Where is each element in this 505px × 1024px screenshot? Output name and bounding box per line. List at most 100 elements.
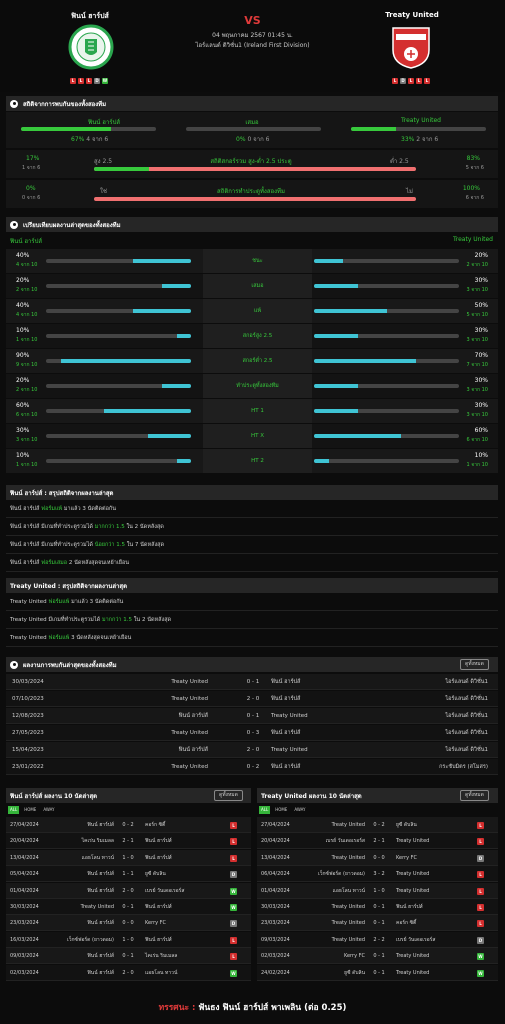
home-team: Treaty United — [80, 904, 114, 910]
h2h-row[interactable]: 30/03/2024 Treaty United 0 - 1 ฟินน์ ฮาร์ปส… — [6, 674, 498, 690]
home-team: Treaty United — [331, 904, 365, 910]
match-row[interactable]: 27/04/2024 Treaty United 0 - 2 ยูซี ดับลิน L — [257, 817, 498, 833]
score: 0 - 2 — [373, 822, 385, 828]
bt-bar — [94, 197, 416, 201]
ou-title: สถิติสกอร์รวม สูง-ต่ำ 2.5 ประตู — [210, 158, 292, 165]
away-win-bar — [351, 127, 486, 131]
match-row[interactable]: 09/03/2024 ฟินน์ ฮาร์ปส์ 0 - 1 ไคเร่น ริมเม… — [6, 948, 251, 965]
right-count: 5 จาก 10 — [466, 312, 489, 318]
match-row[interactable]: 01/04/2024 ฟินน์ ฮาร์ปส์ 2 - 0 เบรย์ วันเดอ… — [6, 882, 251, 899]
right-bar — [314, 459, 459, 463]
tab-all[interactable]: ALL — [259, 806, 271, 814]
left-pct: 30% — [16, 427, 30, 434]
right-bar — [314, 259, 459, 263]
left-pct: 60% — [16, 402, 30, 409]
home-team: ฟินน์ ฮาร์ปส์ — [178, 713, 208, 719]
away-team-name[interactable]: Treaty United — [385, 11, 439, 19]
draw-stat: 0% 0 จาก 6 — [236, 136, 270, 143]
tab-home[interactable]: HOME — [275, 807, 288, 812]
stat-label: HT X — [203, 424, 312, 448]
h2h-stats-header: สถิติจากการพบกันของทั้งสองทีม — [6, 96, 498, 111]
form-badge: D — [400, 78, 406, 84]
h2h-row[interactable]: 23/01/2022 Treaty United 0 - 2 ฟินน์ ฮาร์ปส… — [6, 759, 498, 775]
away-team: Treaty United — [271, 713, 308, 719]
section-title: ผลงานการพบกันล่าสุดของทั้งสองทีม — [23, 661, 117, 669]
away-team: ฟินน์ ฮาร์ปส์ — [271, 730, 301, 736]
result-badge: W — [230, 904, 237, 911]
compare-row: 60% 6 จาก 10 HT 1 30% 3 จาก 10 — [6, 399, 498, 423]
home-team: Treaty United — [171, 730, 208, 736]
result-badge: L — [477, 920, 484, 928]
away-label: Treaty United — [400, 117, 441, 124]
match-date: 02/03/2024 — [10, 969, 39, 976]
right-count: 3 จาก 10 — [466, 287, 489, 293]
score: 0 - 1 — [373, 969, 385, 976]
away-team: Treaty United — [396, 953, 430, 960]
left-pct: 10% — [16, 327, 30, 334]
match-row[interactable]: 20/04/2024 เบรย์ วันเดอเรอร์ส 2 - 1 Treaty … — [257, 833, 498, 850]
match-date: 16/03/2024 — [10, 936, 39, 943]
away-team-logo[interactable] — [390, 24, 432, 70]
match-row[interactable]: 20/04/2024 ไคเร่น ริมเมลล 2 - 1 ฟินน์ ฮาร์ป… — [6, 833, 251, 850]
section-title: เปรียบเทียบผลงานล่าสุดของทั้งสองทีม — [23, 221, 121, 229]
home-last10-view-all-button[interactable]: ดูทั้งหมด — [214, 790, 243, 801]
over-under-row: 17% 1 จาก 6 สูง 2.5 สถิติสกอร์รวม สูง-ต่… — [6, 150, 498, 178]
summary-line: ฟินน์ ฮาร์ปส์ มีเกมที่ทำประตูรวมได้ มากก… — [6, 519, 498, 536]
home-team: ฟินน์ ฮาร์ปส์ — [178, 747, 208, 753]
home-team: ฟินน์ ฮาร์ปส์ — [87, 871, 114, 878]
match-row[interactable]: 13/04/2024 แอธโลน ทาวน์ 1 - 0 ฟินน์ ฮาร์ปส์… — [6, 849, 251, 866]
match-row[interactable]: 30/03/2024 Treaty United 0 - 1 ฟินน์ ฮาร์ปส… — [257, 899, 498, 915]
tab-home[interactable]: HOME — [24, 807, 37, 812]
right-bar — [314, 284, 459, 288]
competition: กระชับมิตร (สโมสร) — [439, 764, 488, 770]
left-count: 9 จาก 10 — [16, 362, 38, 368]
right-count: 6 จาก 10 — [466, 437, 489, 443]
ou-left-pct: 17% — [26, 155, 40, 162]
match-row[interactable]: 30/03/2024 Treaty United 0 - 1 ฟินน์ ฮาร์ปส… — [6, 899, 251, 915]
away-last10-header: Treaty United ผลงาน 10 นัดล่าสุด — [257, 788, 498, 803]
right-pct: 60% — [474, 427, 488, 434]
h2h-row[interactable]: 27/05/2023 Treaty United 0 - 3 ฟินน์ ฮาร์ปส… — [6, 725, 498, 741]
match-row[interactable]: 13/04/2024 Treaty United 0 - 0 Kerry FC D — [257, 849, 498, 866]
match-row[interactable]: 16/03/2024 เว็กซ์ฟอร์ด (ยาวดอม) 1 - 0 ฟินน์… — [6, 931, 251, 948]
h2h-row[interactable]: 07/10/2023 Treaty United 2 - 0 ฟินน์ ฮาร์ปส… — [6, 691, 498, 707]
ou-bar — [94, 167, 416, 171]
match-date: 23/03/2024 — [261, 920, 290, 927]
score: 0 - 3 — [246, 730, 260, 736]
league-name[interactable]: ไอร์แลนด์ ดิวิชั่น1 (Ireland First Divis… — [195, 42, 310, 49]
home-team-logo[interactable] — [68, 24, 114, 70]
score: 0 - 1 — [373, 920, 385, 927]
match-row[interactable]: 02/03/2024 Kerry FC 0 - 1 Treaty United W — [257, 948, 498, 965]
h2h-view-all-button[interactable]: ดูทั้งหมด — [460, 659, 489, 670]
tab-away[interactable]: AWAY — [294, 807, 306, 812]
match-row[interactable]: 01/04/2024 แอธโลน ทาวน์ 1 - 0 Treaty United… — [257, 882, 498, 899]
h2h-row[interactable]: 15/04/2023 ฟินน์ ฮาร์ปส์ 2 - 0 Treaty Unite… — [6, 742, 498, 758]
match-row[interactable]: 09/03/2024 Treaty United 2 - 2 เบรย์ วันเดอ… — [257, 931, 498, 948]
right-bar — [314, 409, 459, 413]
away-last10-view-all-button[interactable]: ดูทั้งหมด — [460, 790, 489, 801]
home-team-name[interactable]: ฟินน์ ฮาร์ปส์ — [71, 12, 109, 20]
match-row[interactable]: 23/03/2024 ฟินน์ ฮาร์ปส์ 0 - 0 Kerry FC D — [6, 915, 251, 932]
summary-highlight: น้อยกว่า 1.5 — [94, 542, 125, 548]
match-row[interactable]: 23/03/2024 Treaty United 0 - 1 คอร์ก ซิตี้ L — [257, 915, 498, 932]
away-team: เบรย์ วันเดอเรอร์ส — [145, 887, 185, 894]
tab-all[interactable]: ALL — [8, 806, 20, 814]
left-bar — [46, 309, 191, 313]
tab-away[interactable]: AWAY — [43, 807, 55, 812]
match-row[interactable]: 27/04/2024 ฟินน์ ฮาร์ปส์ 0 - 2 คอร์ก ซิตี้ L — [6, 817, 251, 833]
match-date: 04 พฤษภาคม 2567 01:45 น. — [212, 32, 293, 39]
match-row[interactable]: 05/04/2024 ฟินน์ ฮาร์ปส์ 1 - 1 ยูซี ดับลิน D — [6, 866, 251, 883]
match-row[interactable]: 02/03/2024 ฟินน์ ฮาร์ปส์ 2 - 0 แอธโลน ทาวน์… — [6, 964, 251, 981]
away-team: Kerry FC — [396, 854, 418, 861]
summary-text: ใน 7 นัดหลังสุด — [124, 542, 165, 548]
h2h-row[interactable]: 12/08/2023 ฟินน์ ฮาร์ปส์ 0 - 1 Treaty Unite… — [6, 708, 498, 724]
home-team: Treaty United — [331, 854, 365, 861]
match-row[interactable]: 24/02/2024 ยูซี ดับลิน 0 - 1 Treaty United W — [257, 964, 498, 981]
left-count: 4 จาก 10 — [16, 312, 38, 318]
match-date: 06/04/2024 — [261, 871, 290, 878]
football-icon — [10, 220, 18, 229]
right-bar — [314, 359, 459, 363]
home-team: ฟินน์ ฮาร์ปส์ — [87, 969, 114, 976]
form-badge: L — [86, 78, 92, 84]
match-row[interactable]: 06/04/2024 เว็กซ์ฟอร์ด (ยาวดอม) 3 - 2 Treat… — [257, 866, 498, 883]
